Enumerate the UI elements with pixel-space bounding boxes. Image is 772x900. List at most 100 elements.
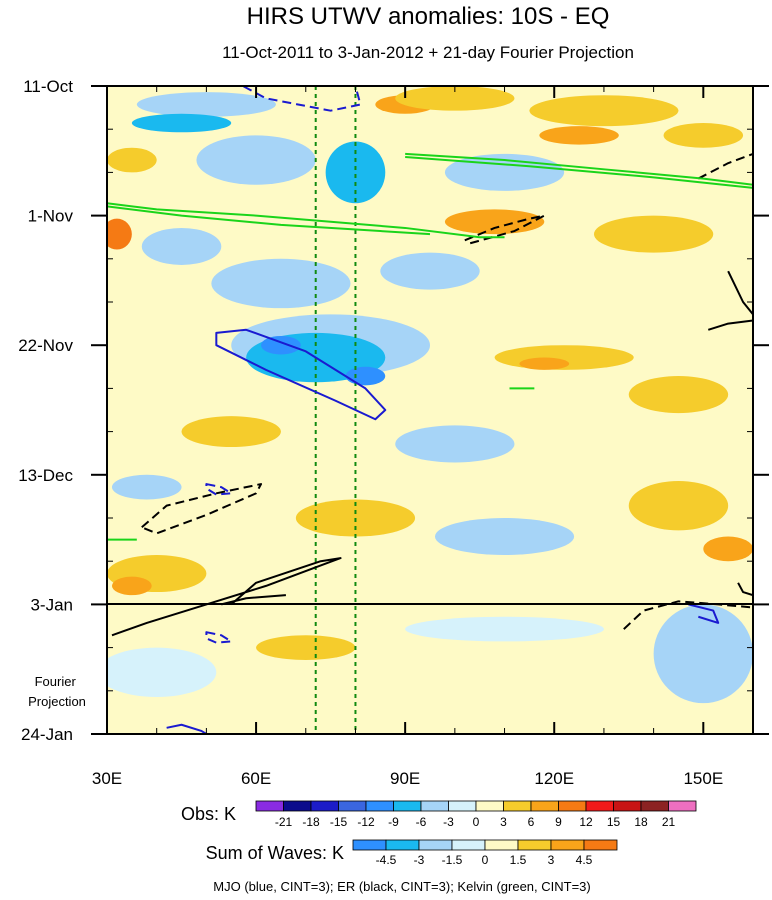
x-tick-label: 90E (390, 769, 420, 788)
field-patch (131, 113, 232, 133)
field-patch (111, 576, 152, 596)
projection-label: Fourier Projection (28, 674, 86, 709)
field-patch (395, 425, 515, 463)
field-patch (107, 218, 132, 250)
field-patch (593, 215, 714, 253)
field-patch (211, 258, 351, 309)
colorbar-swatch (418, 839, 453, 851)
field-patch (256, 635, 356, 660)
er-contour (707, 319, 753, 331)
wave-legend: MJO (blue, CINT=3); ER (black, CINT=3); … (213, 879, 590, 894)
waves-colorbar: -4.5 -3 -1.5 0 1.5 3 4.5 (352, 839, 618, 867)
field-patch (434, 518, 575, 556)
colorbar-tick-label: 0 (473, 815, 480, 829)
field-patch (653, 604, 753, 704)
colorbar-swatch (503, 800, 532, 812)
colorbar-swatch (585, 800, 614, 812)
er-contour (111, 557, 342, 637)
colorbar-swatch (365, 800, 394, 812)
colorbar-tick-label: 15 (607, 815, 621, 829)
field-patch (444, 209, 545, 235)
colorbar-swatch (583, 839, 618, 851)
field-patch (136, 92, 276, 117)
field-patch (181, 416, 281, 448)
kelvin-contour (405, 152, 753, 186)
field-patch (345, 366, 386, 386)
kelvin-contour (107, 202, 505, 239)
er-contour (140, 483, 263, 535)
colorbar-tick-label: 0 (482, 853, 489, 867)
colorbar-tick-label: -21 (275, 815, 293, 829)
field-patch (663, 123, 744, 148)
field-patch (628, 376, 729, 414)
field-patch (380, 252, 480, 290)
er-contour (464, 214, 546, 245)
field-patch (519, 357, 570, 370)
colorbar-swatch (517, 839, 552, 851)
field-patch (405, 616, 604, 642)
colorbar-tick-label: 3 (548, 853, 555, 867)
colorbar-tick-label: 1.5 (510, 853, 527, 867)
colorbar-swatch (640, 800, 669, 812)
colorbar-tick-label: -12 (357, 815, 375, 829)
colorbar-swatch (420, 800, 449, 812)
colorbar-swatch (451, 839, 486, 851)
colorbar-swatch (310, 800, 339, 812)
field-patch (261, 335, 301, 355)
wave-contours (107, 86, 753, 734)
colorbar-tick-label: -6 (416, 815, 427, 829)
colorbar-tick-label: -3 (443, 815, 454, 829)
obs-colorbar-label: Obs: K (181, 804, 236, 824)
colorbar-tick-label: 3 (500, 815, 507, 829)
colorbar-tick-label: -9 (388, 815, 399, 829)
mjo-contour (205, 483, 233, 496)
er-contour (221, 594, 286, 606)
colorbar-swatch (448, 800, 477, 812)
colorbar-swatch (283, 800, 312, 812)
field-patch (196, 135, 316, 185)
projection-label-line-2: Projection (28, 694, 86, 709)
colorbar-swatch (385, 839, 420, 851)
colorbar-tick-label: 9 (555, 815, 562, 829)
field-patch (703, 536, 753, 562)
chart-title: HIRS UTWV anomalies: 10S - EQ (247, 3, 610, 30)
y-tick-label: 22-Nov (18, 336, 73, 355)
colorbar-tick-label: -18 (302, 815, 320, 829)
colorbar-tick-label: 21 (662, 815, 676, 829)
anomaly-field (107, 86, 753, 704)
colorbar-tick-label: 12 (579, 815, 593, 829)
colorbar-swatch (550, 839, 585, 851)
field-patch (325, 141, 386, 204)
chart-subtitle: 11-Oct-2011 to 3-Jan-2012 + 21-day Fouri… (222, 43, 634, 62)
colorbar-swatch (255, 800, 284, 812)
x-tick-label: 30E (92, 769, 122, 788)
y-tick-label: 24-Jan (21, 725, 73, 744)
y-axis: 11-Oct 1-Nov 22-Nov 13-Dec 3-Jan 24-Jan (18, 77, 769, 744)
colorbar-swatch (393, 800, 422, 812)
er-contour (737, 582, 753, 597)
field-patch (539, 126, 619, 145)
colorbar-swatch (613, 800, 642, 812)
field-patch (529, 95, 679, 127)
colorbar-swatch (338, 800, 367, 812)
field-patch (395, 86, 515, 111)
field-patch (628, 480, 729, 531)
y-tick-label: 13-Dec (18, 466, 73, 485)
y-tick-label: 11-Oct (23, 77, 73, 96)
field-patch (141, 227, 222, 265)
mjo-contour (205, 631, 233, 644)
er-contour (727, 270, 753, 315)
mjo-contour (240, 86, 362, 112)
x-axis: 30E 60E 90E 120E 150E (92, 86, 723, 788)
y-tick-label: 1-Nov (28, 207, 74, 226)
field-patch (107, 647, 217, 697)
mjo-contour (688, 603, 720, 624)
colorbar-tick-label: -3 (414, 853, 425, 867)
colorbar-swatch (484, 839, 519, 851)
waves-colorbar-label: Sum of Waves: K (206, 843, 344, 863)
mjo-contour (215, 328, 387, 421)
colorbar-swatch (352, 839, 387, 851)
kelvin-contour (405, 155, 753, 189)
kelvin-contour (107, 205, 431, 236)
